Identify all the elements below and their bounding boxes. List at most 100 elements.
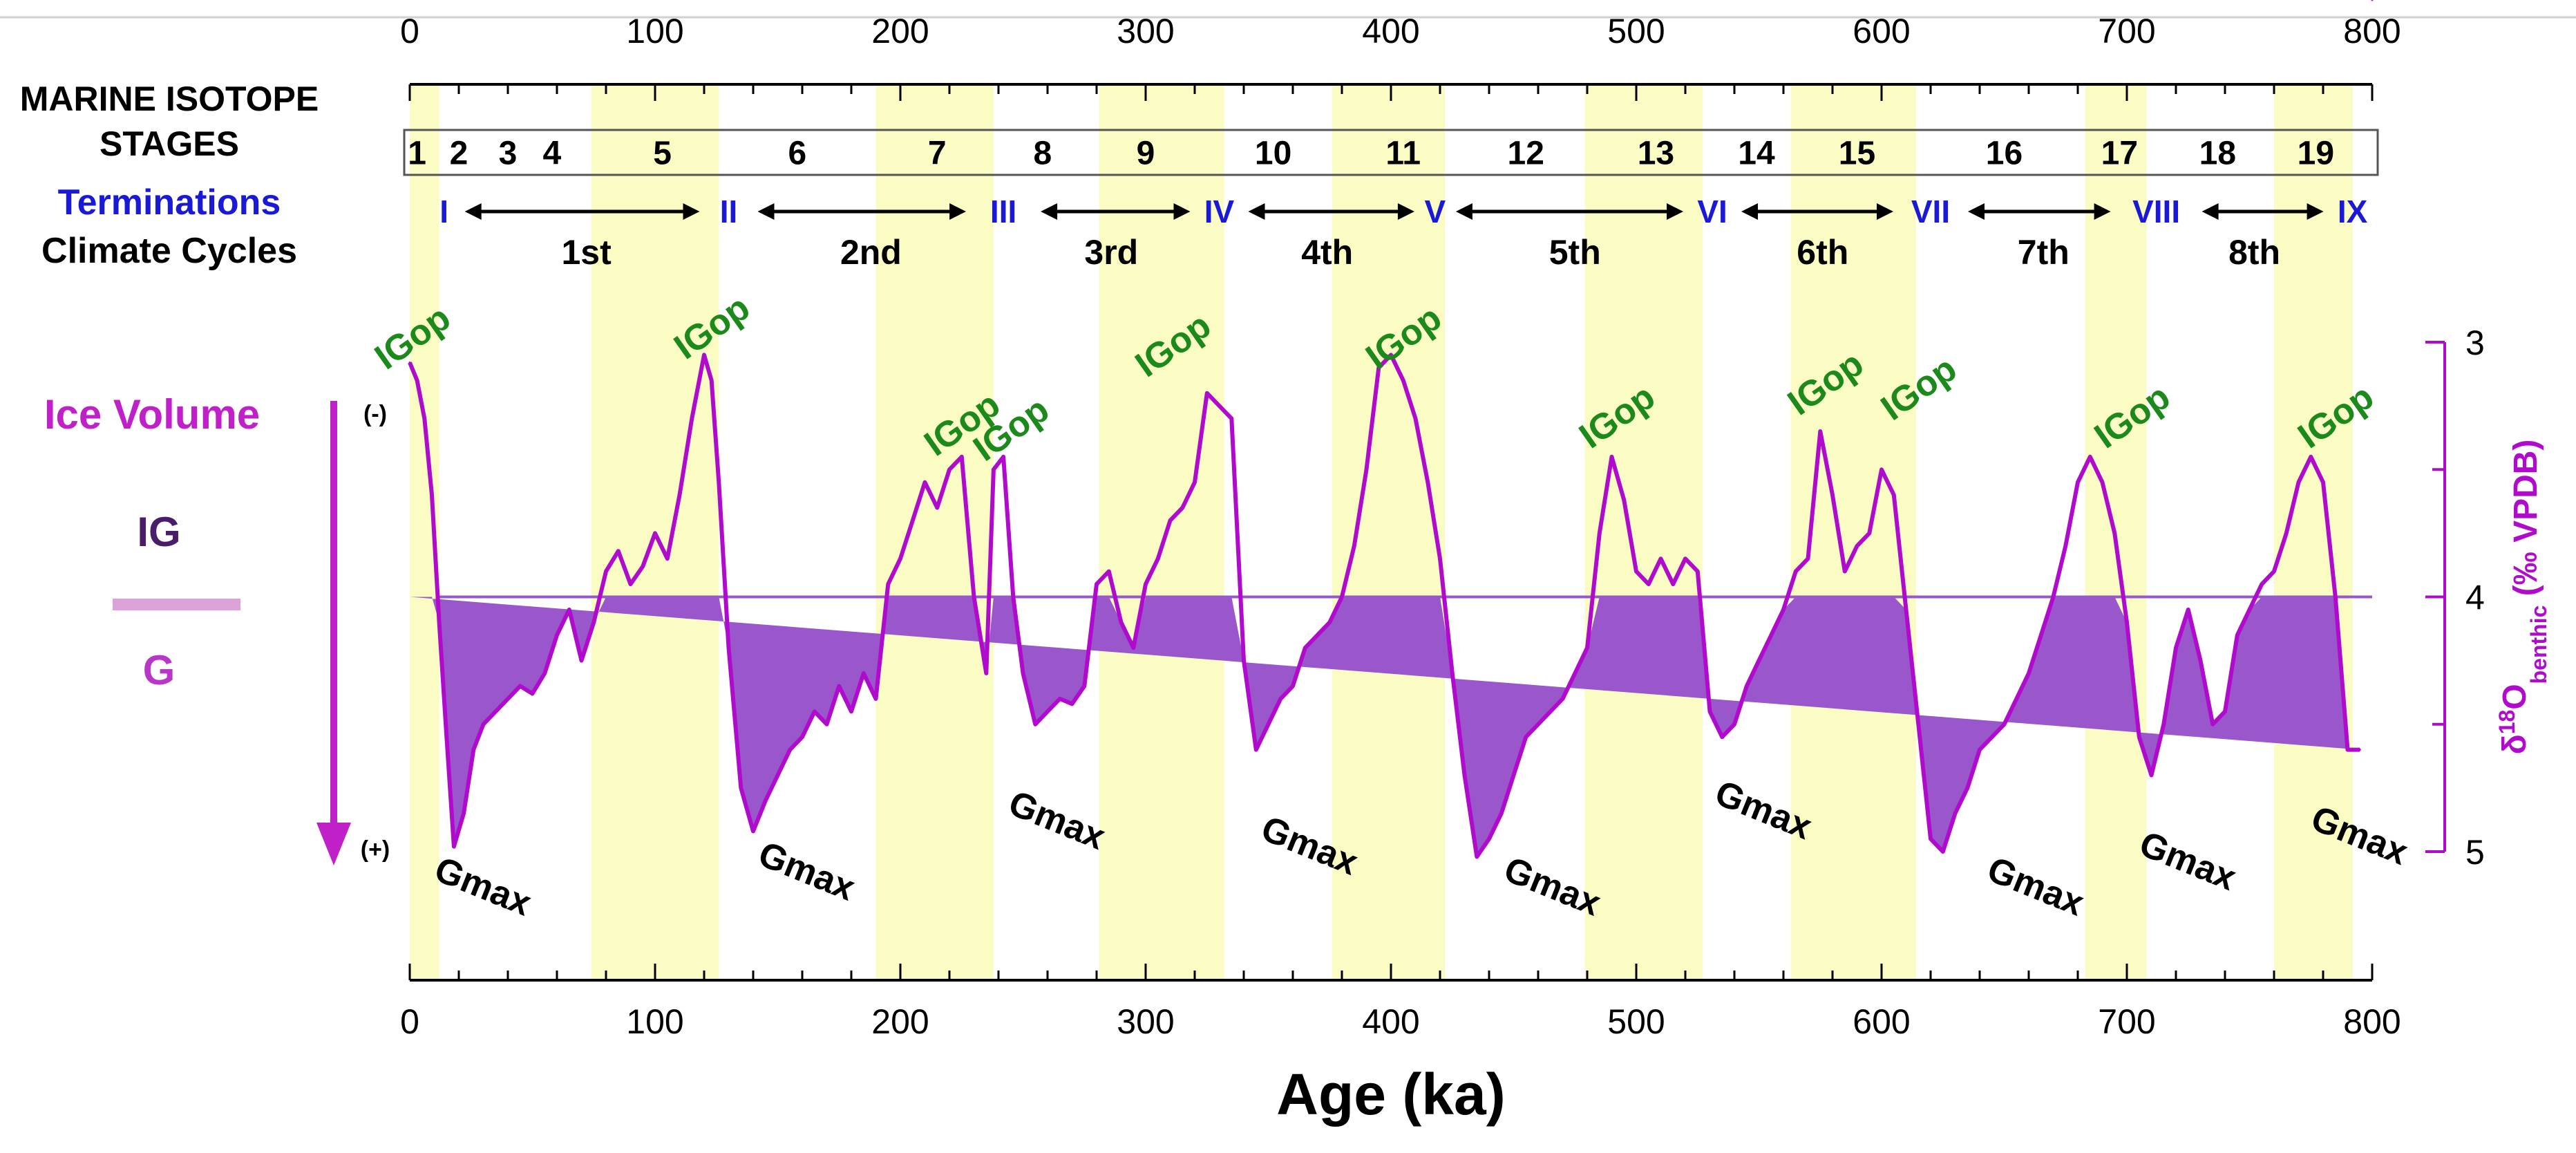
top-tick-label: 500 <box>1607 12 1665 50</box>
isotope-stage-label: 9 <box>1137 135 1155 172</box>
d18o-point <box>1304 646 1307 649</box>
gmax-annotation: Gmax <box>753 834 861 908</box>
bottom-tick-label: 0 <box>400 1002 419 1041</box>
d18o-point <box>1880 468 1883 471</box>
d18o-point <box>1831 494 1834 496</box>
d18o-point <box>1181 507 1184 509</box>
d18o-point <box>2371 0 2374 1</box>
d18o-point <box>1012 596 1014 598</box>
d18o-point <box>2125 621 2128 624</box>
top-tick-label: 0 <box>400 12 419 50</box>
d18o-point <box>1868 532 1871 534</box>
d18o-point <box>1341 596 1343 598</box>
d18o-point <box>1745 685 1748 687</box>
d18o-point <box>1549 710 1552 713</box>
bottom-tick-label: 600 <box>1853 1002 1910 1041</box>
right-y-axis-title: δ18Obenthic (‰ VPDB) <box>2494 440 2551 755</box>
d18o-point <box>1573 672 1576 675</box>
d18o-point <box>1230 418 1233 420</box>
isotope-stage-label: 16 <box>1986 135 2023 172</box>
top-tick-label: 300 <box>1117 12 1174 50</box>
climate-cycle-label: 6th <box>1797 233 1848 272</box>
glacial-fill-area <box>410 595 2372 857</box>
cycle-arrow-head-left <box>464 203 482 220</box>
cycle-arrow-head-right <box>949 203 967 220</box>
d18o-point <box>1671 583 1674 585</box>
d18o-point <box>1598 532 1601 534</box>
d18o-point <box>472 749 475 751</box>
climate-cycle-label: 1st <box>561 233 612 272</box>
isotope-stage-label: 13 <box>1638 135 1674 172</box>
g-legend-label: G <box>143 647 176 693</box>
d18o-point <box>887 583 889 585</box>
gmax-annotation: Gmax <box>429 850 537 924</box>
d18o-point <box>482 723 484 726</box>
d18o-point <box>1622 499 1625 501</box>
d18o-point <box>453 845 455 848</box>
climate-cycle-label: 3rd <box>1084 233 1138 272</box>
d18o-point <box>1071 702 1073 705</box>
interglacial-band <box>1099 84 1224 980</box>
d18o-point <box>654 532 656 534</box>
d18o-point <box>960 456 963 458</box>
isotope-stage-label: 2 <box>450 135 468 172</box>
interglacial-band <box>1584 84 1703 980</box>
d18o-point <box>1794 570 1797 573</box>
right-axis-title-part: O <box>2497 684 2533 709</box>
d18o-point <box>580 659 583 662</box>
d18o-point <box>2309 456 2312 458</box>
cycle-arrow-head-left <box>2201 203 2219 220</box>
termination-label: IV <box>1204 194 1235 229</box>
d18o-point <box>2273 570 2275 573</box>
d18o-point <box>788 749 791 751</box>
d18o-point <box>1696 570 1699 573</box>
d18o-point <box>1451 672 1454 675</box>
terminations-row-title: Terminations <box>58 182 281 223</box>
d18o-point <box>948 468 951 471</box>
d18o-point <box>462 812 465 815</box>
top-tick-label: 200 <box>871 12 929 50</box>
right-tick-label: 5 <box>2465 833 2485 872</box>
isotope-stage-label: 15 <box>1839 135 1875 172</box>
isotope-stage-label: 17 <box>2101 135 2138 172</box>
d18o-point <box>1537 723 1540 726</box>
d18o-point <box>1770 634 1772 637</box>
d18o-point <box>739 787 742 789</box>
d18o-point <box>1390 353 1392 356</box>
gmax-annotation: Gmax <box>1982 850 2090 924</box>
d18o-point <box>777 774 779 776</box>
d18o-point <box>1059 697 1061 700</box>
isotope-stage-label: 18 <box>2199 135 2236 172</box>
d18o-point <box>1844 570 1846 573</box>
d18o-point <box>985 672 987 675</box>
isotope-stage-label: 5 <box>653 135 672 172</box>
d18o-point <box>2187 608 2190 611</box>
d18o-point <box>1905 608 1907 611</box>
d18o-point <box>1316 634 1318 637</box>
d18o-point <box>1586 646 1589 649</box>
d18o-point <box>1157 557 1159 560</box>
d18o-point <box>543 672 546 675</box>
stage-box-frame <box>403 129 2379 176</box>
d18o-point <box>1929 838 1932 841</box>
isotope-stage-label: 14 <box>1738 135 1775 172</box>
d18o-point <box>1095 583 1098 585</box>
top-tick-label: 800 <box>2343 12 2400 50</box>
d18o-point <box>1475 855 1478 858</box>
d18o-point <box>1917 723 1920 726</box>
d18o-point <box>1782 608 1785 611</box>
d18o-point <box>445 735 448 738</box>
cycle-arrow-head-right <box>1173 203 1191 220</box>
d18o-point <box>641 565 644 568</box>
climate-cycles-row-title: Climate Cycles <box>41 231 297 271</box>
d18o-point <box>1414 418 1417 420</box>
d18o-point <box>690 418 693 420</box>
ig-g-legend-bar <box>113 599 240 610</box>
d18o-point <box>992 468 995 471</box>
termination-label: VII <box>1911 194 1950 229</box>
d18o-point <box>1524 735 1527 738</box>
isotope-stage-label: 8 <box>1034 135 1052 172</box>
d18o-point <box>1893 494 1895 496</box>
d18o-point <box>728 646 730 649</box>
isotope-stage-label: 7 <box>928 135 947 172</box>
